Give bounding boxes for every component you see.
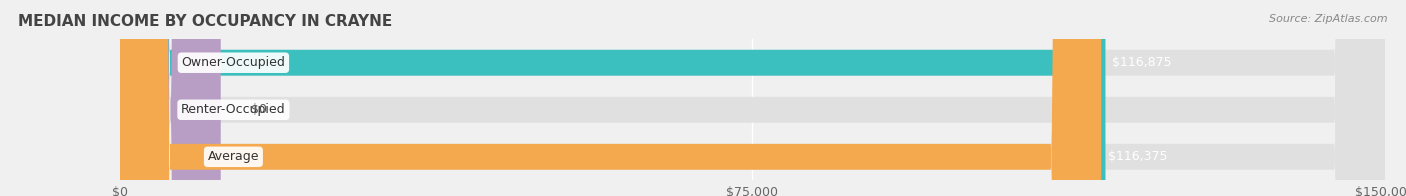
FancyBboxPatch shape	[120, 0, 1385, 196]
FancyBboxPatch shape	[120, 0, 221, 196]
Text: $116,875: $116,875	[1112, 56, 1171, 69]
Text: MEDIAN INCOME BY OCCUPANCY IN CRAYNE: MEDIAN INCOME BY OCCUPANCY IN CRAYNE	[18, 14, 392, 29]
FancyBboxPatch shape	[120, 0, 1385, 196]
Text: Average: Average	[208, 150, 259, 163]
FancyBboxPatch shape	[120, 0, 1105, 196]
Text: Source: ZipAtlas.com: Source: ZipAtlas.com	[1270, 14, 1388, 24]
FancyBboxPatch shape	[120, 0, 1101, 196]
Text: Renter-Occupied: Renter-Occupied	[181, 103, 285, 116]
Text: $116,375: $116,375	[1108, 150, 1167, 163]
FancyBboxPatch shape	[120, 0, 1385, 196]
Text: $0: $0	[252, 103, 267, 116]
Text: Owner-Occupied: Owner-Occupied	[181, 56, 285, 69]
